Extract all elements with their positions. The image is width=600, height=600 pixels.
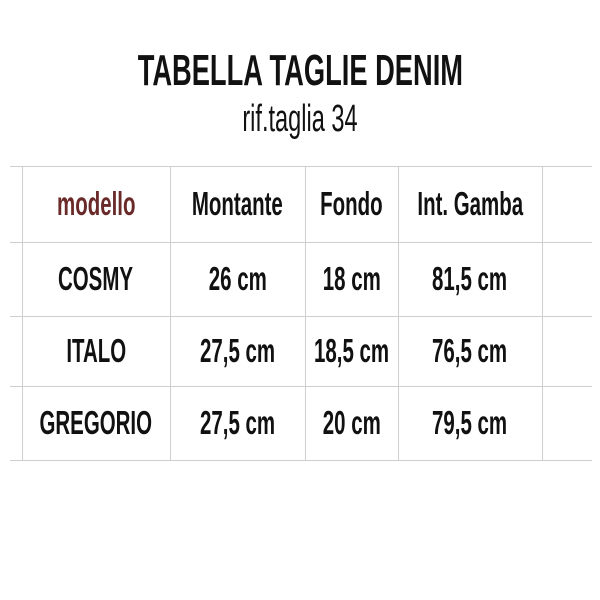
- column-header: Fondo: [305, 166, 398, 242]
- subtitle: rif.taglia 34: [0, 98, 600, 141]
- cell-text: 26 cm: [208, 260, 267, 297]
- cell-text: Int. Gamba: [417, 185, 523, 222]
- table-cell: 18,5 cm: [305, 316, 398, 386]
- cell-text: 20 cm: [322, 404, 381, 441]
- table-cell: 81,5 cm: [398, 242, 542, 316]
- subtitle-text: rif.taglia 34: [242, 98, 358, 140]
- divider: [542, 166, 543, 460]
- column-header: modello: [22, 166, 170, 242]
- cell-text: 81,5 cm: [432, 260, 508, 297]
- divider: [398, 166, 399, 460]
- page-title: TABELLA TAGLIE DENIM: [0, 46, 600, 96]
- cell-text: GREGORIO: [39, 404, 153, 441]
- cell-text: 27,5 cm: [199, 332, 276, 369]
- title-text: TABELLA TAGLIE DENIM: [137, 46, 463, 95]
- cell-text: ITALO: [66, 332, 126, 369]
- cell-text: 18 cm: [322, 260, 381, 297]
- cell-text: 76,5 cm: [432, 332, 508, 369]
- table-cell: 27,5 cm: [170, 316, 305, 386]
- table-cell: ITALO: [22, 316, 170, 386]
- divider: [170, 166, 171, 460]
- cell-text: 18,5 cm: [313, 332, 390, 369]
- divider: [10, 386, 592, 387]
- table-cell: 20 cm: [305, 386, 398, 460]
- divider: [22, 166, 23, 460]
- column-header: Montante: [170, 166, 305, 242]
- cell-text: 79,5 cm: [432, 404, 508, 441]
- table-cell: COSMY: [22, 242, 170, 316]
- table-cell: 27,5 cm: [170, 386, 305, 460]
- table-cell: 76,5 cm: [398, 316, 542, 386]
- cell-text: COSMY: [58, 260, 134, 297]
- cell-text: 27,5 cm: [199, 404, 276, 441]
- table-cell: 79,5 cm: [398, 386, 542, 460]
- table-cell: 18 cm: [305, 242, 398, 316]
- cell-text: Fondo: [320, 185, 383, 222]
- table-cell: 26 cm: [170, 242, 305, 316]
- divider: [10, 316, 592, 317]
- cell-text: Montante: [192, 185, 283, 222]
- divider: [10, 460, 592, 461]
- divider: [305, 166, 306, 460]
- cell-text: modello: [56, 185, 136, 222]
- column-header: Int. Gamba: [398, 166, 542, 242]
- divider: [10, 242, 592, 243]
- table-cell: GREGORIO: [22, 386, 170, 460]
- divider: [10, 166, 592, 167]
